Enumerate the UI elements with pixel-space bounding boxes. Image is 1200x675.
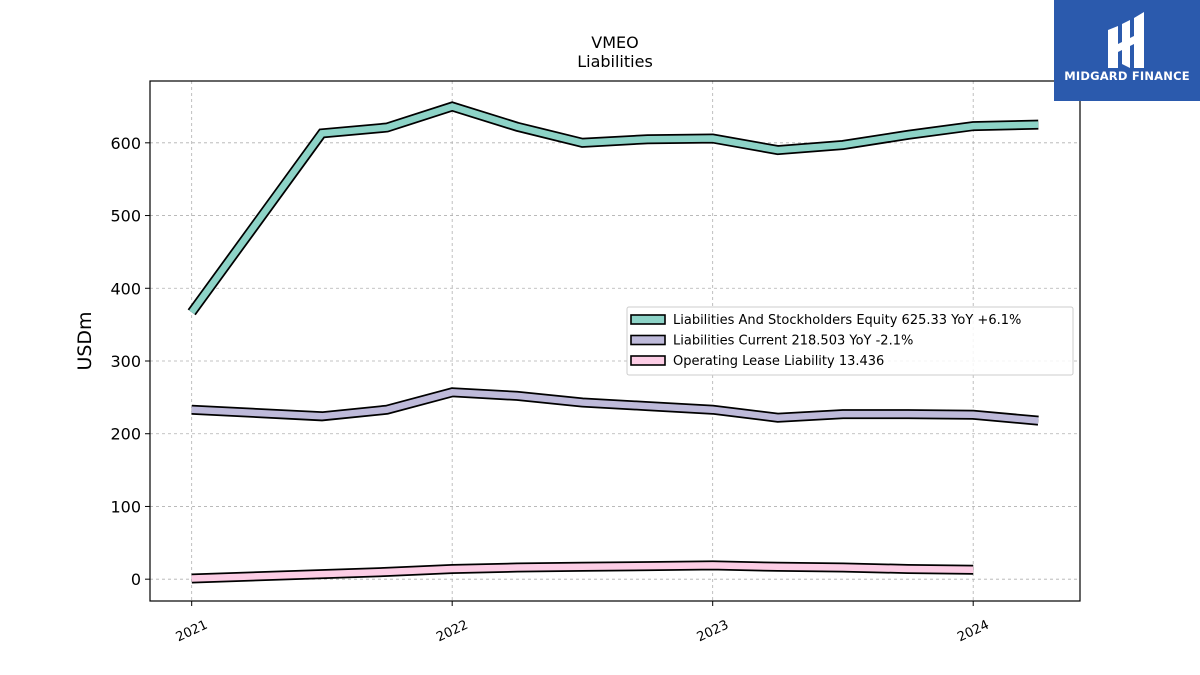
legend-item: Operating Lease Liability 13.436 xyxy=(630,354,884,369)
legend-swatch xyxy=(630,355,666,366)
legend-swatch xyxy=(630,314,666,325)
series-line xyxy=(191,389,1039,424)
y-tick-label: 300 xyxy=(110,352,141,371)
y-tick-label: 400 xyxy=(110,279,141,298)
y-tick-label: 200 xyxy=(110,425,141,444)
y-axis-label: USDm xyxy=(74,311,96,370)
chart-subtitle: Liabilities xyxy=(577,52,653,71)
x-tick-label: 2024 xyxy=(955,618,991,646)
x-tick-label: 2022 xyxy=(434,618,470,646)
series-layer xyxy=(187,101,1039,584)
legend-item: Liabilities Current 218.503 YoY -2.1% xyxy=(630,334,913,349)
y-tick-label: 100 xyxy=(110,497,141,516)
chart-title: VMEO xyxy=(591,33,638,52)
legend-swatch xyxy=(630,334,666,346)
plot-frame xyxy=(149,80,1081,602)
x-tick-label: 2023 xyxy=(695,618,731,646)
legend-box xyxy=(626,306,1074,376)
legend: Liabilities And Stockholders Equity 625.… xyxy=(626,306,1074,376)
legend-label: Operating Lease Liability 13.436 xyxy=(673,354,884,369)
series-liabilities-and-stockholders-equity xyxy=(187,101,1039,316)
ticks: 0 100 200 300 400 500 600 2021 2022 2023 2024 xyxy=(110,134,991,645)
series-liabilities-current xyxy=(191,387,1039,426)
series-line xyxy=(191,562,974,582)
y-tick-label: 0 xyxy=(131,570,141,589)
legend-label: Liabilities And Stockholders Equity 625.… xyxy=(673,313,1021,328)
midgard-logo-icon xyxy=(1108,12,1144,68)
brand-name: MIDGARD FINANCE xyxy=(1064,69,1190,83)
legend-label: Liabilities Current 218.503 YoY -2.1% xyxy=(673,334,913,349)
x-tick-label: 2021 xyxy=(174,618,210,646)
legend-item: Liabilities And Stockholders Equity 625.… xyxy=(630,313,1021,328)
brand-logo: MIDGARD FINANCE xyxy=(1054,0,1200,101)
series-operating-lease-liability xyxy=(191,560,974,584)
series-line xyxy=(189,103,1039,315)
y-tick-label: 500 xyxy=(110,207,141,226)
y-tick-label: 600 xyxy=(110,134,141,153)
